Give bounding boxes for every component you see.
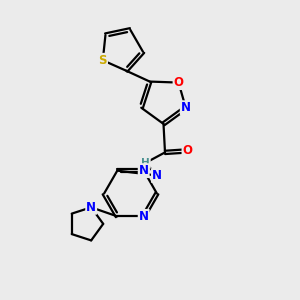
Text: N: N: [181, 101, 191, 114]
Text: O: O: [182, 144, 193, 158]
Text: H: H: [141, 158, 150, 168]
Text: N: N: [152, 169, 162, 182]
Text: O: O: [173, 76, 184, 89]
Text: S: S: [98, 54, 107, 67]
Text: N: N: [86, 201, 96, 214]
Text: N: N: [139, 210, 149, 223]
Text: N: N: [139, 164, 149, 177]
